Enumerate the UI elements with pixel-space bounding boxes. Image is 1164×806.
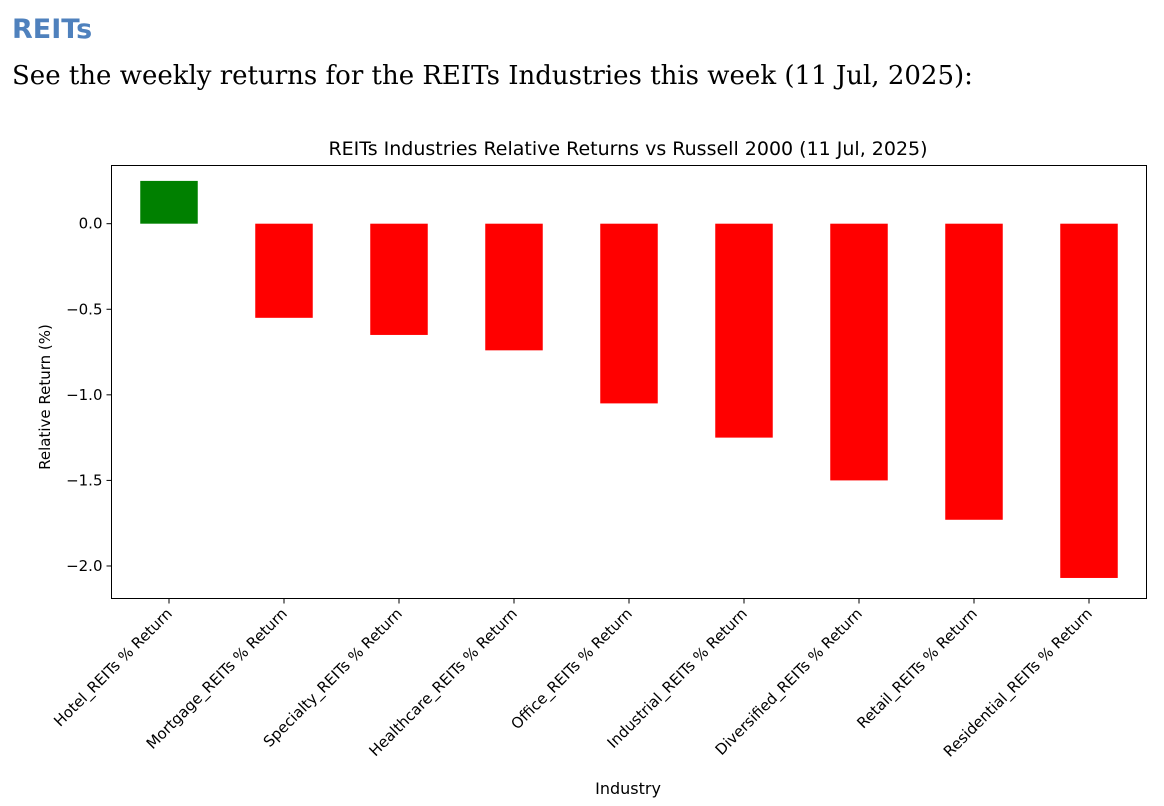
y-tick-label: −2.0 <box>66 557 102 575</box>
bar-series <box>140 180 1118 578</box>
bar-3 <box>370 223 428 335</box>
bar-9 <box>1060 223 1118 578</box>
bar-5 <box>600 223 658 404</box>
bar-4 <box>485 223 543 351</box>
bar-7 <box>830 223 888 481</box>
x-tick-label: Hotel_REITs % Return <box>50 605 176 731</box>
y-tick-label: −1.5 <box>66 471 102 489</box>
plot-area-frame <box>111 165 1147 599</box>
y-axis-label: Relative Return (%) <box>36 324 54 470</box>
y-axis-ticks: 0.0 −0.5 −1.0 −1.5 −2.0 <box>66 215 112 575</box>
section-heading: REITs <box>12 14 93 45</box>
y-tick-label: −0.5 <box>66 300 102 318</box>
y-tick-label: −1.0 <box>66 386 102 404</box>
bar-6 <box>715 223 773 438</box>
x-tick-label: Office_REITs % Return <box>507 605 636 734</box>
chart-title: REITs Industries Relative Returns vs Rus… <box>328 138 927 160</box>
intro-text: See the weekly returns for the REITs Ind… <box>12 61 973 91</box>
bar-chart: REITs Industries Relative Returns vs Rus… <box>36 138 1147 798</box>
x-axis-label: Industry <box>595 779 661 798</box>
y-tick-label: 0.0 <box>79 215 103 233</box>
x-tick-label: Retail_REITs % Return <box>853 605 981 733</box>
bar-8 <box>945 223 1003 520</box>
bar-2 <box>255 223 313 318</box>
bar-1 <box>140 180 198 224</box>
